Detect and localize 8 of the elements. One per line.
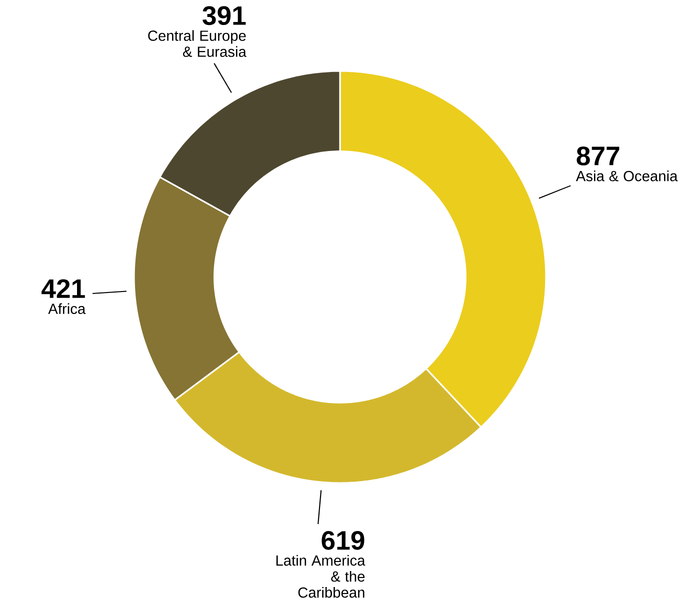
- data-label: 421: [42, 279, 85, 298]
- data-label: 877: [576, 146, 620, 166]
- data-label: 391: [202, 6, 246, 26]
- slice-label: Central Europe & Eurasia: [148, 30, 246, 57]
- slice-label: Asia & Oceania: [576, 170, 678, 182]
- slice-label: Latin America & the Caribbean: [276, 554, 366, 598]
- data-label: 619: [322, 530, 364, 550]
- slice-label: Africa: [48, 303, 86, 314]
